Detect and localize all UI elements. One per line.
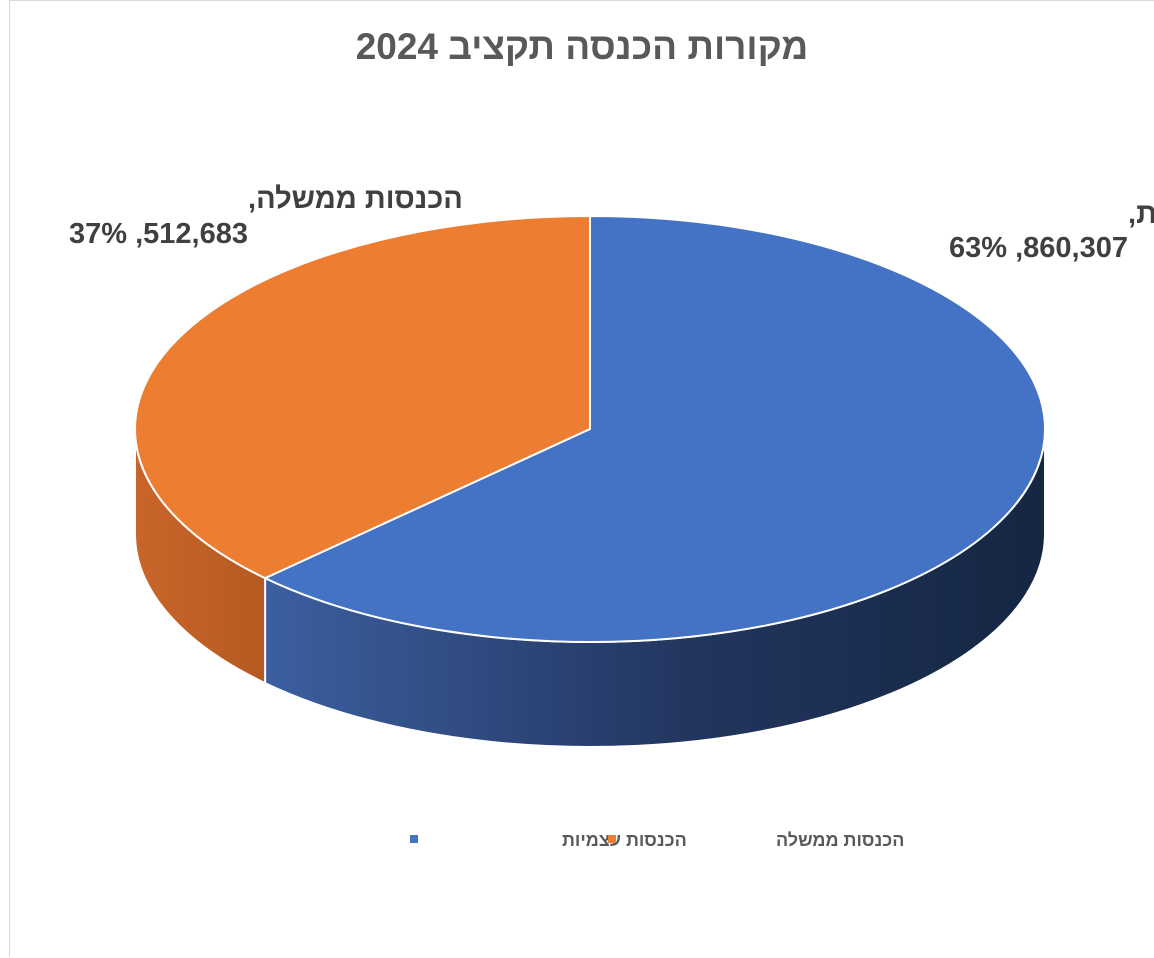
chart-title: מקורות הכנסה תקציב 2024 [356, 26, 809, 67]
data-label-gov-income-name: הכנסות ממשלה, [248, 183, 463, 215]
legend-swatch-gov-income [608, 835, 616, 843]
pie-slice-own-income [264, 215, 1047, 643]
pie-chart: מקורות הכנסה תקציב 2024 הכנסות עצמיות, 6… [69, 26, 1154, 850]
pie-tops [134, 215, 1047, 643]
legend-label-own-income: הכנסות עצמיות [562, 830, 687, 850]
legend-label-gov-income: הכנסות ממשלה [776, 830, 904, 850]
data-label-own-income: הכנסות עצמיות, 63% ,860,307 [949, 198, 1154, 264]
data-label-gov-income-values: 37% ,512,683 [69, 218, 248, 250]
data-label-own-income-values: 63% ,860,307 [949, 232, 1128, 264]
data-label-own-income-name: הכנסות עצמיות, [1128, 198, 1154, 230]
chart-legend: הכנסות עצמיות הכנסות ממשלה [410, 830, 904, 850]
legend-swatch-own-income [410, 835, 418, 843]
data-label-gov-income: הכנסות ממשלה, 37% ,512,683 [69, 183, 463, 250]
pie-slice-gov-income [134, 215, 591, 580]
chart-frame: מקורות הכנסה תקציב 2024 הכנסות עצמיות, 6… [9, 0, 1154, 957]
